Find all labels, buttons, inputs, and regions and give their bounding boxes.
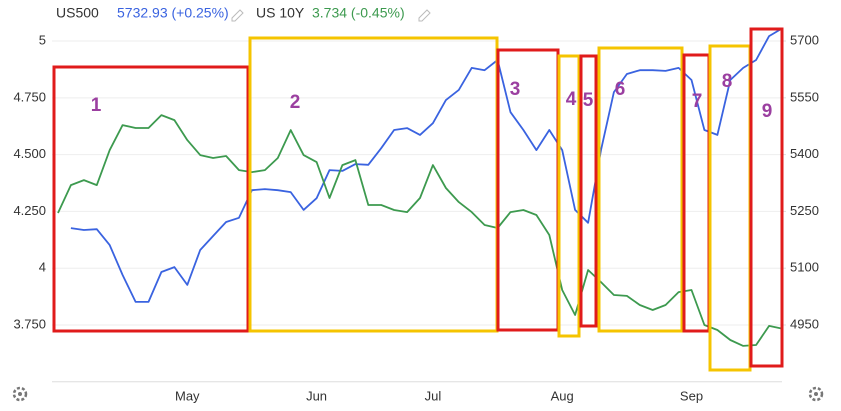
annotation-label: 7 [692,91,703,112]
annotation-label: 8 [722,71,733,92]
annotation-label: 5 [583,90,594,111]
y-tick-label: 5 [39,32,46,47]
legend-quote: 5732.93 (+0.25%) [117,5,229,21]
annotation-box [579,54,598,328]
series-line [57,114,783,347]
y2-tick-label: 5250 [790,203,819,218]
x-tick-label: May [175,388,200,403]
y2-tick-label: 5550 [790,89,819,104]
annotation-box [248,36,499,333]
annotation-box [597,46,684,333]
x-tick-label: Aug [551,388,574,403]
y2-tick-label: 5400 [790,146,819,161]
legend-name: US 10Y [256,5,305,21]
annotation-label: 2 [290,92,301,113]
annotation-box [749,27,784,368]
legend-name: US500 [56,5,99,21]
x-tick-label: Jun [306,388,327,403]
y-tick-label: 4.500 [13,146,46,161]
annotation-box [708,44,752,372]
settings-left[interactable] [12,386,28,402]
edit-icon[interactable] [418,9,431,22]
series-line [70,27,783,303]
annotation-box [496,48,560,332]
y2-tick-label: 5700 [790,32,819,47]
settings-right[interactable] [808,386,824,402]
annotation-box [557,54,581,338]
y-tick-label: 4 [39,260,46,275]
y2-tick-label: 5100 [790,260,819,275]
y-tick-label: 4.250 [13,203,46,218]
header: US500 5732.93 (+0.25%) US 10Y 3.734 (-0.… [56,5,431,22]
y-tick-label: 3.750 [13,316,46,331]
annotation-label: 3 [510,79,521,100]
annotation-label: 9 [762,101,773,122]
x-tick-label: Jul [425,388,442,403]
x-tick-label: Sep [680,388,703,403]
annotation-label: 6 [615,79,626,100]
annotation-label: 4 [566,89,577,110]
annotation-label: 1 [91,95,102,116]
annotation-box [52,65,250,333]
edit-icon[interactable] [231,9,244,22]
y2-tick-label: 4950 [790,316,819,331]
y-tick-label: 4.750 [13,89,46,104]
legend-quote: 3.734 (-0.45%) [312,5,405,21]
